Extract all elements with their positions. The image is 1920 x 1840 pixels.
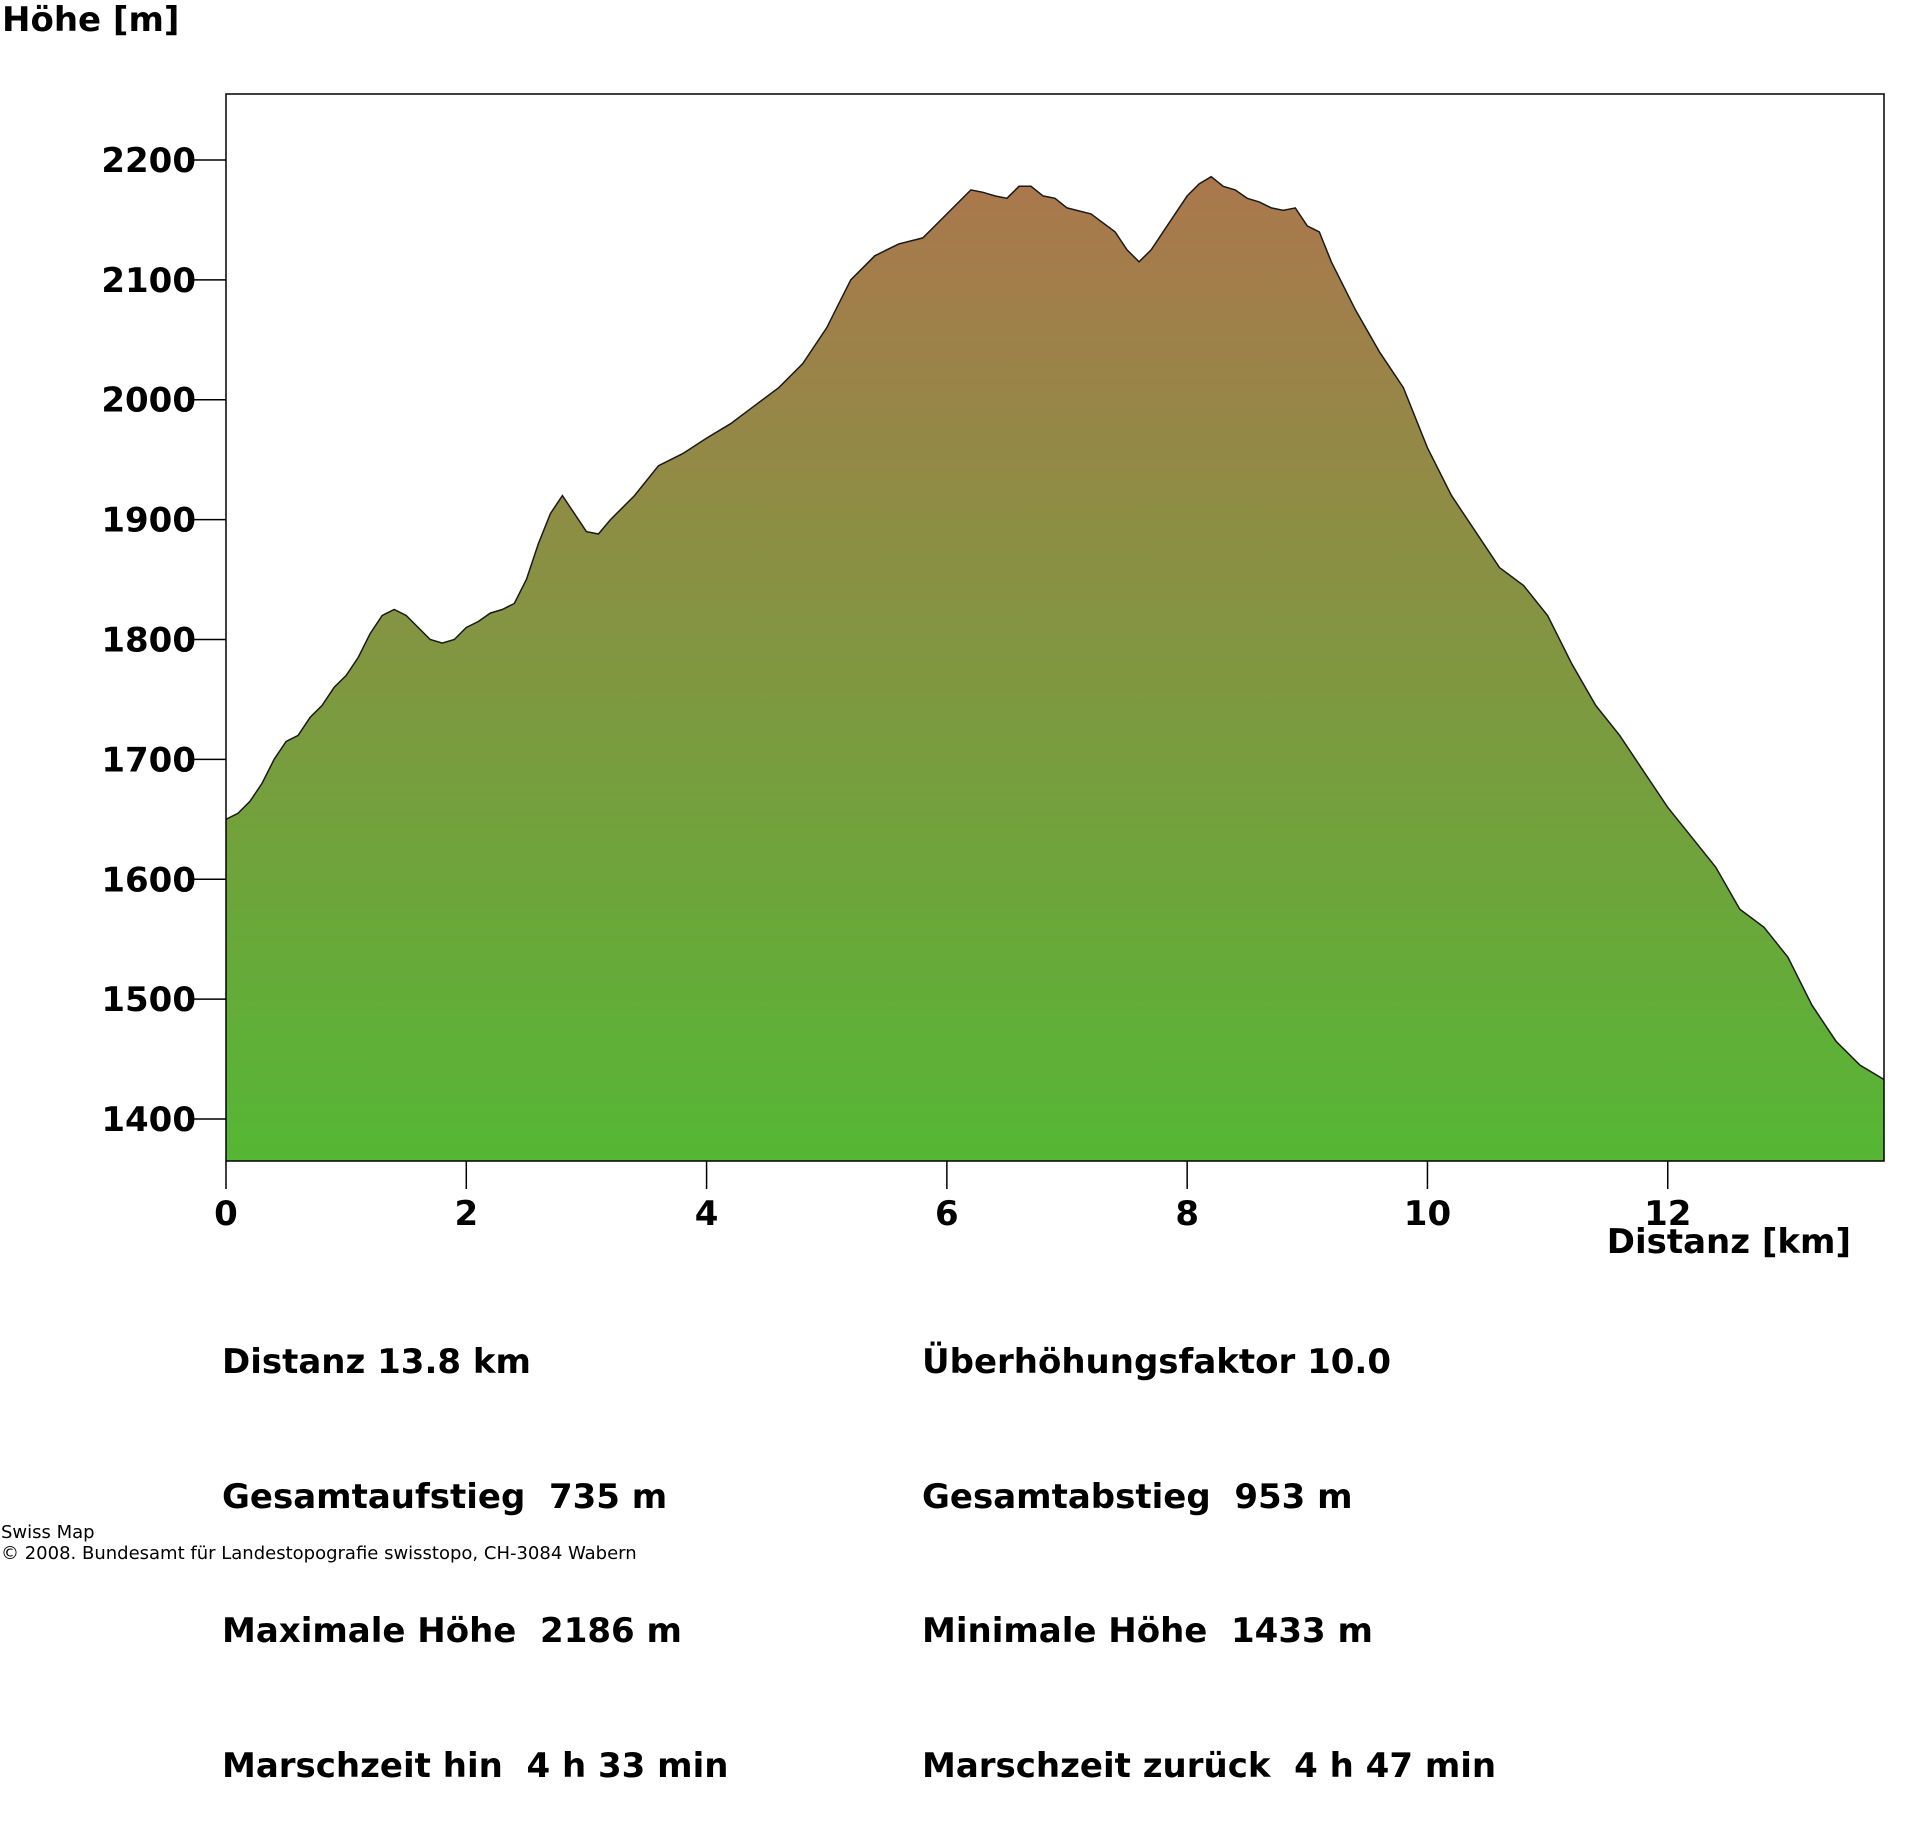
elevation-line (225, 175, 1885, 1081)
x-axis-label: Distanz [km] (1606, 1222, 1851, 1262)
y-tick-label: 2100 (101, 261, 196, 301)
y-tick-label: 1800 (101, 620, 196, 660)
stats-right: Überhöhungsfaktor 10.0 Gesamtabstieg 953… (922, 1262, 1496, 1840)
stat-exaggeration-factor: Überhöhungsfaktor 10.0 (922, 1342, 1391, 1382)
stat-walk-time-back: Marschzeit zurück 4 h 47 min (922, 1745, 1497, 1786)
footer-title: Swiss Map (1, 1522, 95, 1543)
x-tick-label: 0 (214, 1194, 238, 1234)
stat-min-elevation: Minimale Höhe 1433 m (922, 1611, 1373, 1651)
y-tick-label: 1400 (101, 1100, 196, 1140)
stat-total-descent: Gesamtabstieg 953 m (922, 1476, 1353, 1517)
x-tick-label: 4 (695, 1194, 719, 1234)
y-axis: 1400 1500 1600 1700 1800 1900 2000 2100 2200 (101, 141, 226, 1140)
y-tick-label: 1500 (101, 980, 196, 1020)
y-tick-label: 1700 (101, 740, 196, 780)
stat-total-ascent: Gesamtaufstieg 735 m (222, 1476, 668, 1517)
plot-frame (225, 93, 1885, 1162)
footer-copyright: © 2008. Bundesamt für Landestopografie s… (1, 1543, 637, 1564)
stat-max-elevation: Maximale Höhe 2186 m (222, 1611, 682, 1651)
stat-distance: Distanz 13.8 km (222, 1342, 531, 1382)
x-tick-label: 12 (1644, 1194, 1691, 1234)
copyright-footer: Swiss Map © 2008. Bundesamt für Landesto… (1, 1522, 637, 1564)
x-tick-label: 8 (1175, 1194, 1199, 1234)
x-axis: 0 2 4 6 8 10 12 (214, 1161, 1691, 1234)
stat-walk-time-out: Marschzeit hin 4 h 33 min (222, 1745, 729, 1786)
x-tick-label: 10 (1404, 1194, 1451, 1234)
elevation-area (226, 176, 1884, 1161)
x-tick-label: 6 (935, 1194, 959, 1234)
elevation-area-layer (225, 175, 1885, 1161)
y-axis-label: Höhe [m] (2, 0, 180, 40)
elevation-profile-chart: 1400 1500 1600 1700 1800 1900 2000 2100 2200 0 2 4… (101, 93, 1885, 1234)
y-tick-label: 1900 (101, 501, 196, 541)
y-tick-label: 1600 (101, 860, 196, 900)
y-tick-label: 2000 (101, 381, 196, 421)
x-tick-label: 2 (454, 1194, 478, 1234)
y-tick-label: 2200 (101, 141, 196, 181)
